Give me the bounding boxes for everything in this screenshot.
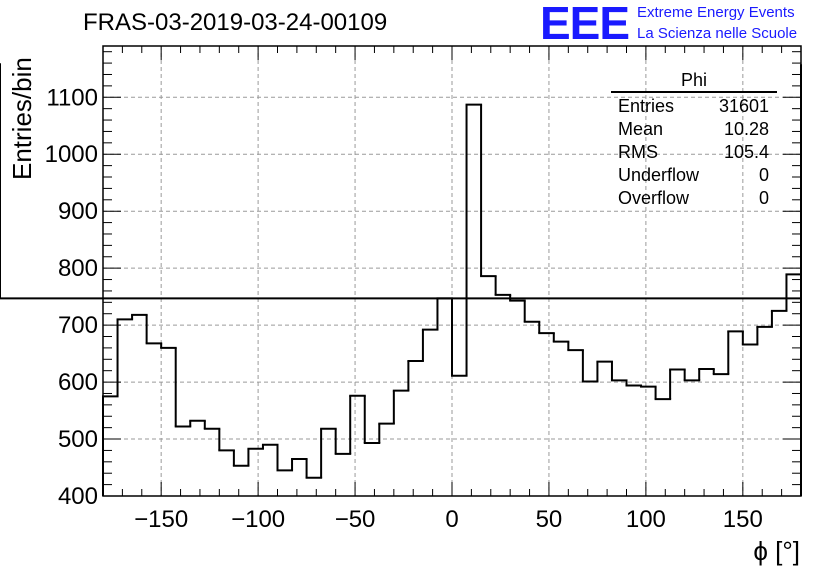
logo-caption-line-1: Extreme Energy Events xyxy=(637,4,795,21)
stat-label: RMS xyxy=(618,142,658,162)
x-tick-label: 50 xyxy=(536,506,563,533)
plot-title: FRAS-03-2019-03-24-00109 xyxy=(83,9,388,36)
stat-row-rms: RMS 105.4 xyxy=(611,141,777,164)
y-tick-label: 1100 xyxy=(46,84,98,111)
tick-labels: −150 −100 −50 0 50 100 150 400 500 600 700 800 900 10… xyxy=(45,84,763,533)
y-tick-label: 800 xyxy=(58,255,98,282)
y-tick-label: 1000 xyxy=(45,141,98,168)
x-tick-label: 0 xyxy=(445,506,458,533)
stat-label: Overflow xyxy=(618,188,690,208)
stats-box: Phi Entries 31601 Mean 10.28 RMS 105.4 U… xyxy=(611,70,777,210)
y-tick-label: 700 xyxy=(58,312,98,339)
x-axis-label: ϕ [°] xyxy=(753,536,800,566)
stat-row-overflow: Overflow 0 xyxy=(611,187,777,210)
x-tick-label: −50 xyxy=(335,506,376,533)
logo-caption-line-2: La Scienza nelle Scuole xyxy=(637,25,798,42)
x-tick-label: −100 xyxy=(231,506,285,533)
stat-value: 31601 xyxy=(718,96,769,116)
stat-label: Underflow xyxy=(618,165,700,185)
axes xyxy=(102,45,802,497)
stat-row-mean: Mean 10.28 xyxy=(611,118,777,141)
stats-title: Phi xyxy=(611,70,777,93)
x-tick-label: 100 xyxy=(626,506,666,533)
y-tick-label: 500 xyxy=(58,426,98,453)
eee-logo: EEE xyxy=(540,0,630,49)
x-tick-label: 150 xyxy=(723,506,763,533)
y-tick-label: 600 xyxy=(58,369,98,396)
stat-value: 0 xyxy=(758,165,769,185)
stat-value: 10.28 xyxy=(723,119,769,139)
stat-value: 0 xyxy=(758,188,769,208)
stat-label: Mean xyxy=(618,119,664,139)
stat-row-entries: Entries 31601 xyxy=(611,95,777,118)
stat-row-underflow: Underflow 0 xyxy=(611,164,777,187)
y-tick-label: 900 xyxy=(58,198,98,225)
x-tick-label: −150 xyxy=(134,506,188,533)
stat-value: 105.4 xyxy=(723,142,769,162)
y-axis-label: Entries/bin xyxy=(7,57,37,180)
y-tick-label: 400 xyxy=(58,483,98,510)
stat-label: Entries xyxy=(618,96,675,116)
grid-lines xyxy=(103,46,801,496)
